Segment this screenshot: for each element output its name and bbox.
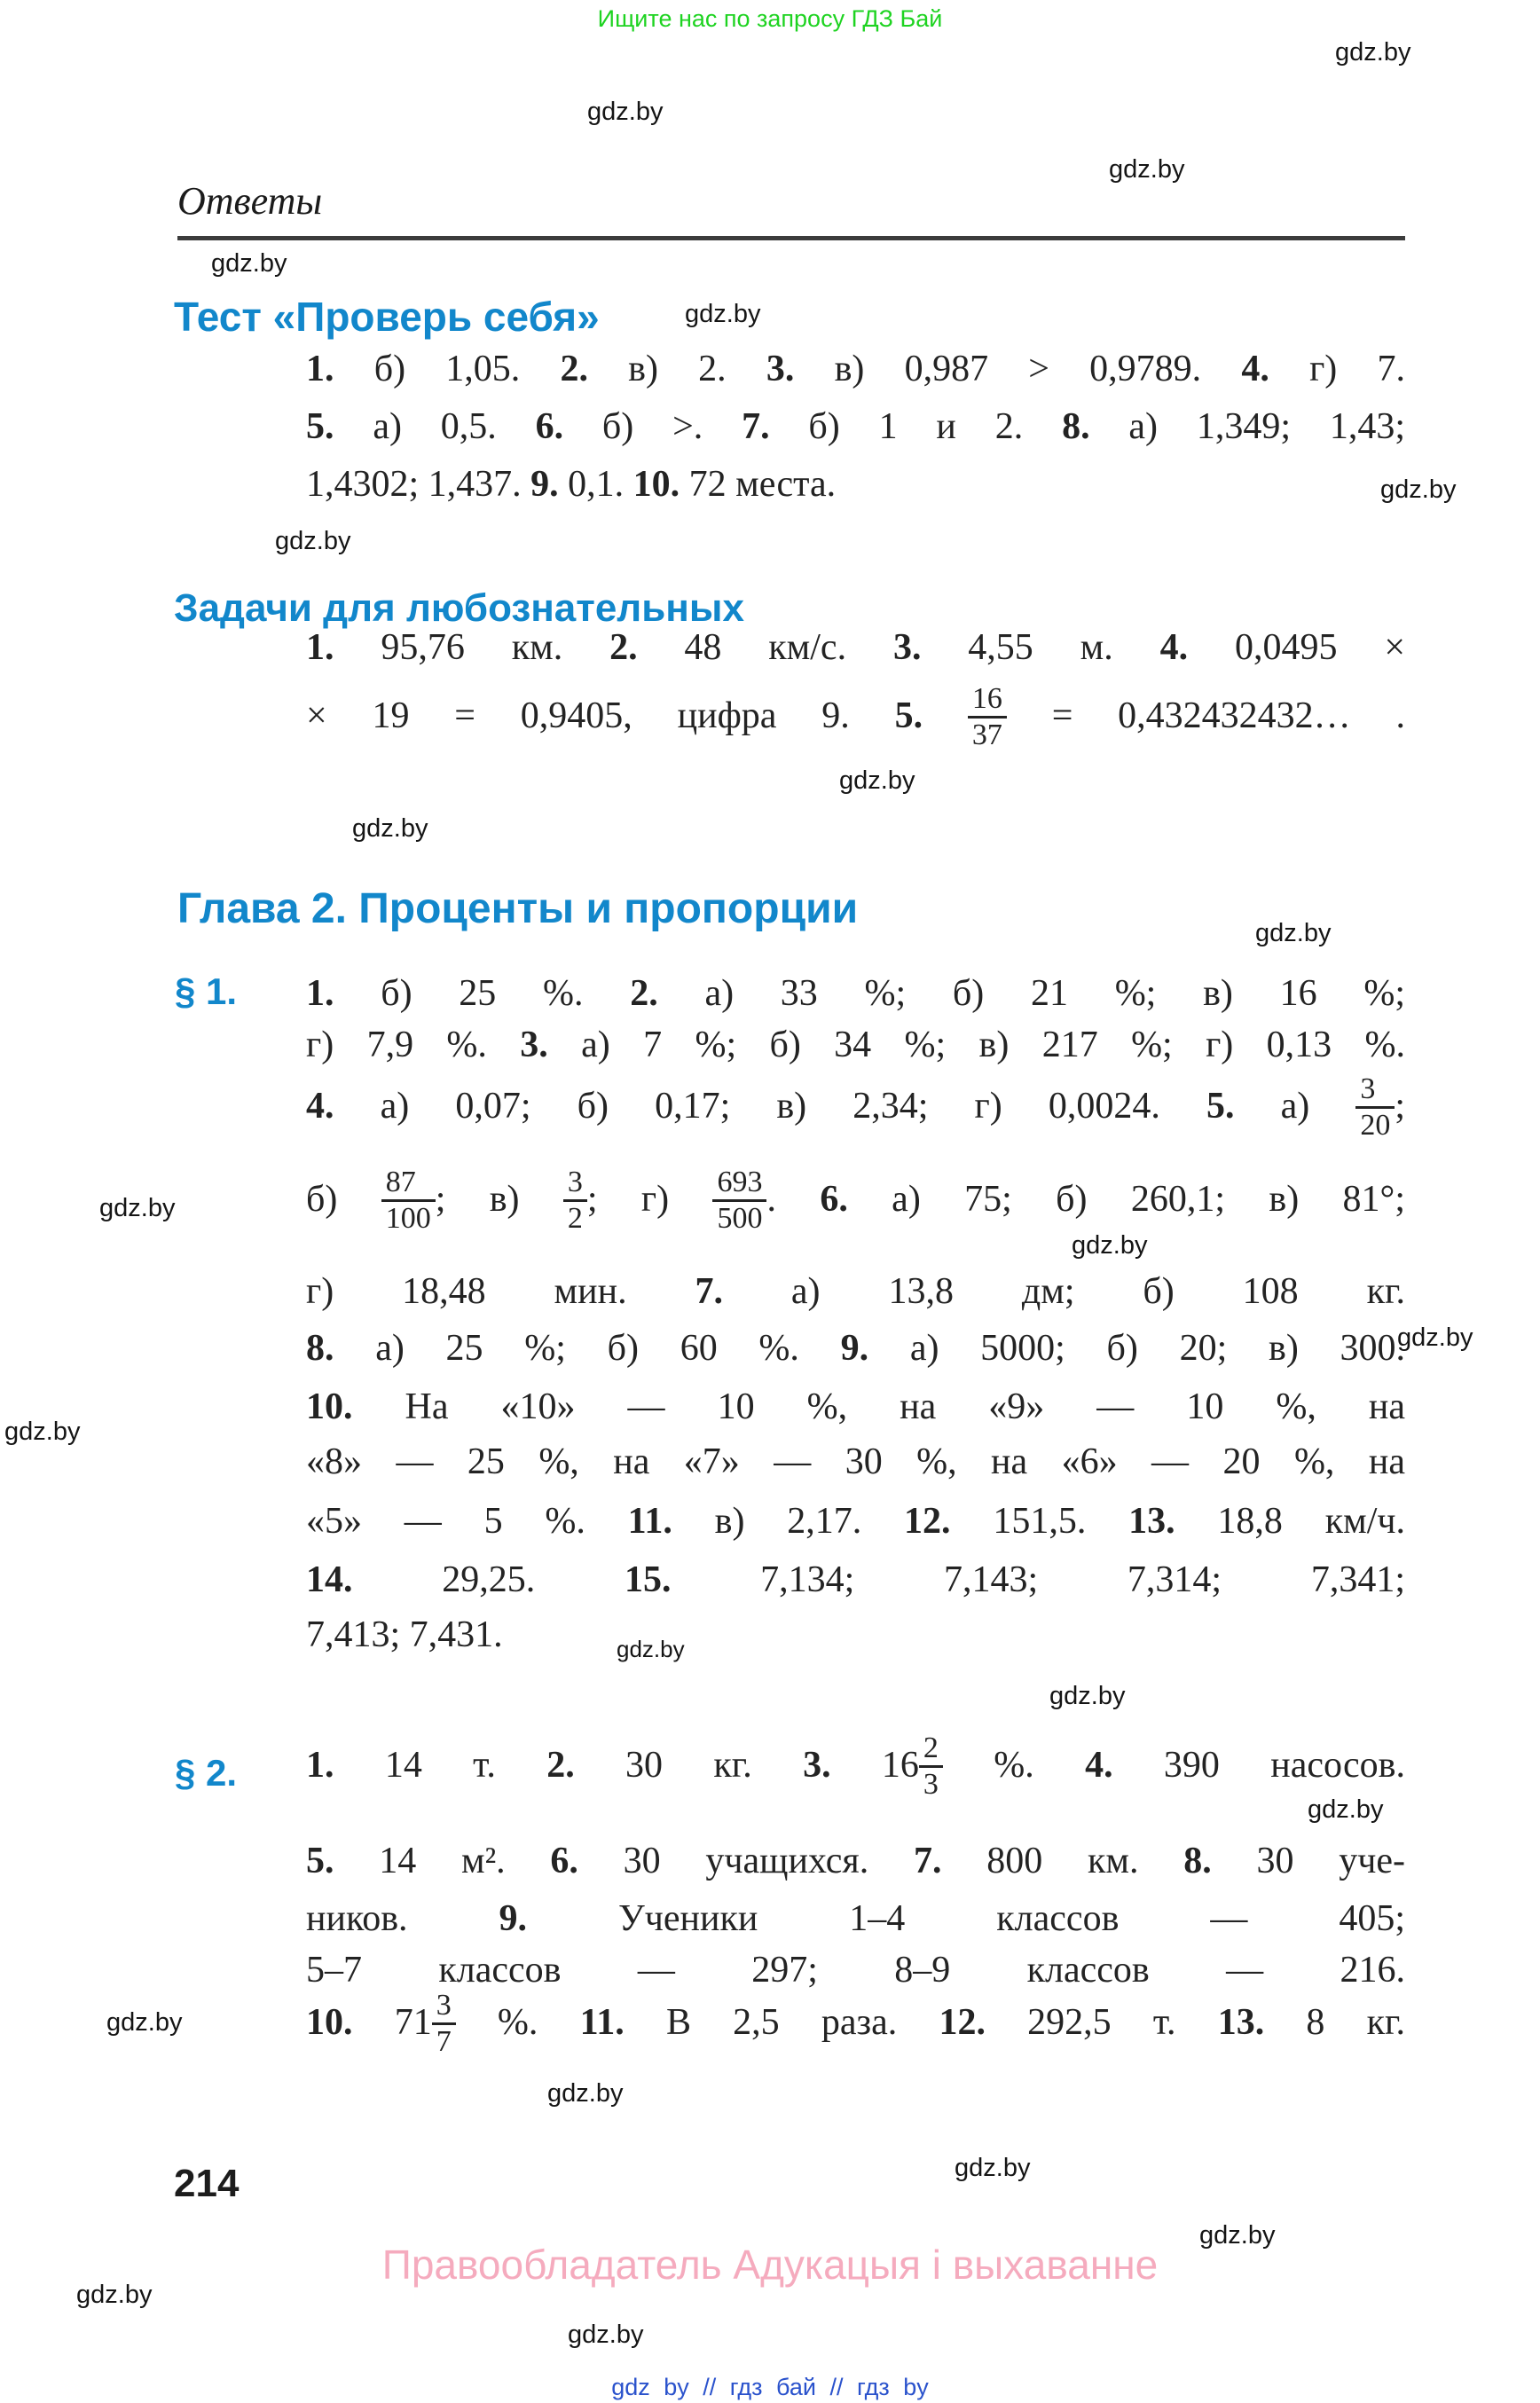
answer-line: ников. 9. Ученики 1–4 классов — 405; [306,1898,1405,1939]
paragraph-label-1: § 1. [175,970,238,1012]
paragraph-label-2: § 2. [175,1752,238,1794]
answer-line: 1. 14 т. 2. 30 кг. 3. 16 2 3 %. 4. 390 нас… [306,1732,1405,1801]
watermark-gdz: gdz.by [1255,919,1332,947]
watermark-gdz: gdz.by [4,1417,81,1446]
section-title-test: Тест «Проверь себя» [174,294,600,340]
watermark-gdz: gdz.by [1308,1795,1384,1824]
watermark-gdz: gdz.by [547,2079,624,2108]
answer-line: 1. б) 25 %. 2. а) 33 %; б) 21 %; в) 16 %… [306,973,1405,1014]
watermark-gdz: gdz.by [1109,155,1185,184]
watermark-gdz: gdz.by [587,98,664,126]
watermark-gdz: gdz.by [352,814,428,843]
answer-line: 1. б) 1,05. 2. в) 2. 3. в) 0,987 > 0,978… [306,349,1405,389]
watermark-gdz: gdz.by [617,1636,685,1662]
section-title-curious: Задачи для любознательных [174,586,744,630]
watermark-gdz: gdz.by [99,1194,176,1222]
answer-line: «5» — 5 %. 11. в) 2,17. 12. 151,5. 13. 1… [306,1501,1405,1542]
answer-line: 1. 95,76 км. 2. 48 км/с. 3. 4,55 м. 4. 0… [306,627,1405,668]
watermark-gdz: gdz.by [211,249,287,278]
watermark-gdz: gdz.by [1049,1682,1126,1710]
watermark-gdz: gdz.by [1397,1323,1473,1352]
fraction: 87 100 [381,1166,436,1235]
answer-line: 10. 71 3 7 %. 11. В 2,5 раза. 12. 292,5 т.… [306,1989,1405,2058]
watermark-gdz: gdz.by [106,2008,183,2037]
answer-line: 5. 14 м². 6. 30 учащихся. 7. 800 км. 8. … [306,1841,1405,1881]
watermark-gdz: gdz.by [568,2321,644,2349]
watermark-gdz: gdz.by [1199,2221,1276,2250]
answer-line: 1,4302; 1,437. 9. 0,1. 10. 72 места. [306,464,837,505]
watermark-gdz: gdz.by [685,300,761,328]
watermark-gdz: gdz.by [1072,1231,1148,1260]
answer-line: 7,413; 7,431. [306,1614,503,1655]
answer-line: г) 7,9 %. 3. а) 7 %; б) 34 %; в) 217 %; … [306,1025,1405,1065]
fraction: 3 20 [1355,1072,1395,1142]
watermark-gdz: gdz.by [839,766,915,795]
answer-line: 4. а) 0,07; б) 0,17; в) 2,34; г) 0,0024.… [306,1072,1405,1142]
answer-line: 5. а) 0,5. 6. б) >. 7. б) 1 и 2. 8. а) 1… [306,406,1405,447]
watermark-gdz: gdz.by [275,527,351,555]
watermark-gdz: gdz.by [76,2281,153,2309]
answer-line: 10. На «10» — 10 %, на «9» — 10 %, на [306,1386,1405,1427]
fraction: 693 500 [712,1166,767,1235]
publisher-note: Правообладатель Адукацыя і выхаванне [381,2242,1159,2288]
answer-line: 5–7 классов — 297; 8–9 классов — 216. [306,1950,1405,1991]
answer-line: б) 87 100; в) 3 2; г) 693 500. 6. а) 75; б)… [306,1166,1406,1235]
watermark-gdz: gdz.by [955,2154,1031,2182]
answer-line: × 19 = 0,9405, цифра 9. 5. 16 37 = 0,4324… [306,682,1405,751]
answer-line: 8. а) 25 %; б) 60 %. 9. а) 5000; б) 20; … [306,1328,1406,1369]
fraction: 16 37 [967,682,1007,751]
top-banner: Ищите нас по запросу ГДЗ Бай [597,5,943,32]
watermark-gdz: gdz.by [1335,38,1411,67]
divider-rule [177,236,1405,240]
page-title: Ответы [177,179,323,223]
site-links[interactable]: gdz by // гдз бай // гдз by [611,2374,929,2400]
watermark-gdz: gdz.by [1380,475,1457,504]
chapter-title: Глава 2. Проценты и пропорции [177,885,859,932]
answer-line: «8» — 25 %, на «7» — 30 %, на «6» — 20 %… [306,1441,1405,1482]
answer-line: 14. 29,25. 15. 7,134; 7,143; 7,314; 7,34… [306,1559,1405,1600]
page-number: 214 [174,2162,240,2205]
answer-line: г) 18,48 мин. 7. а) 13,8 дм; б) 108 кг. [306,1271,1405,1312]
